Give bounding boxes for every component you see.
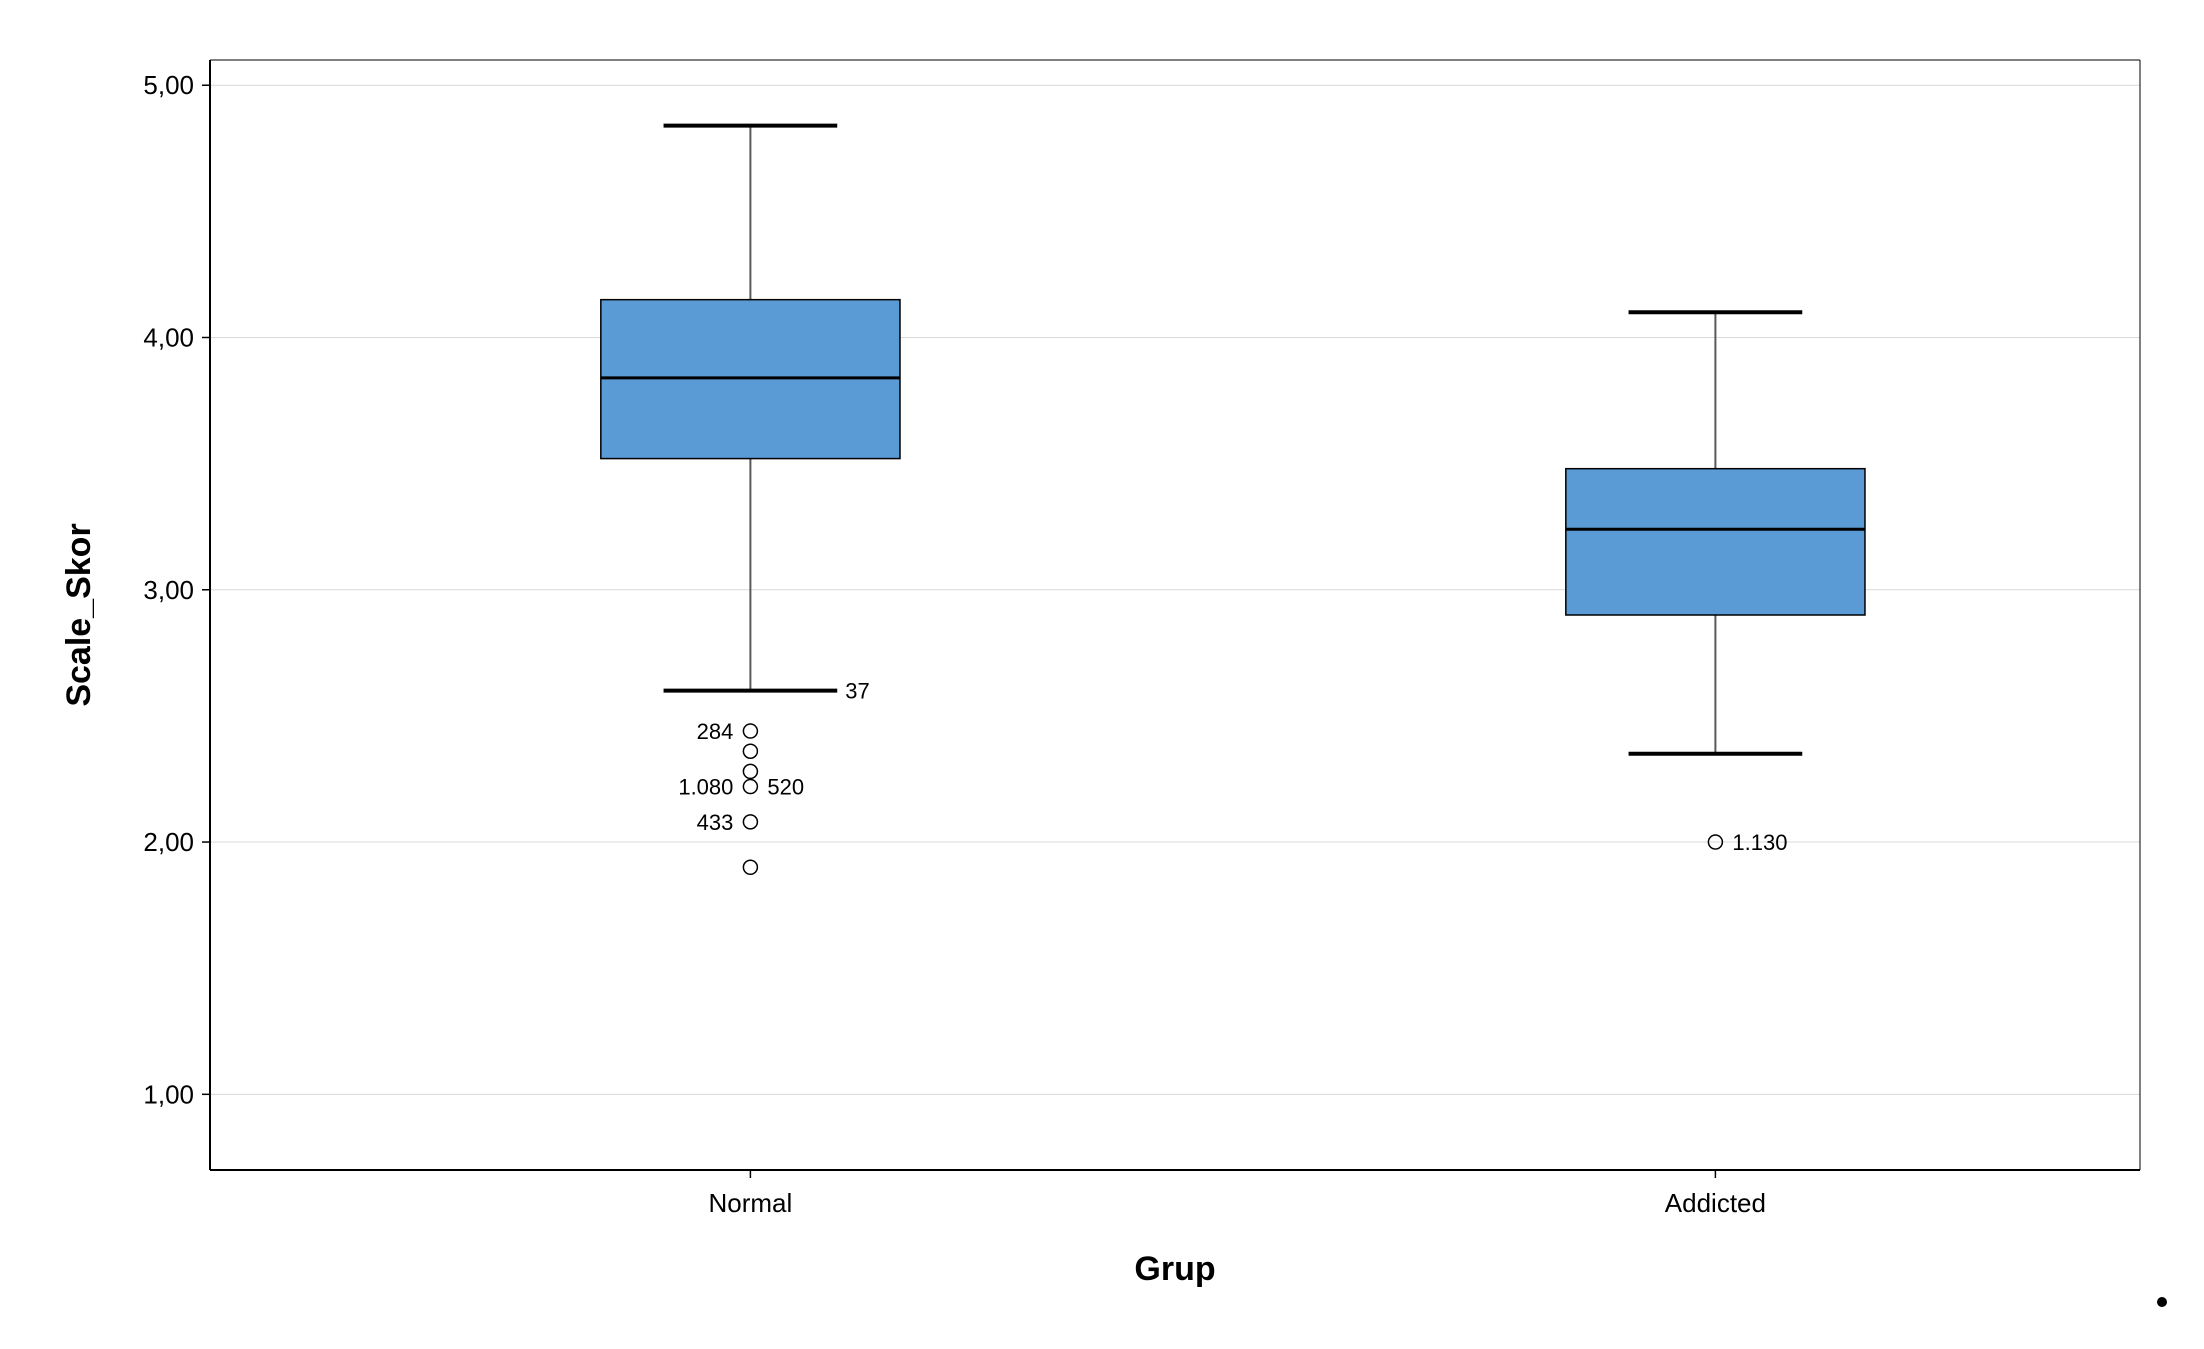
box	[1566, 469, 1865, 615]
outlier-label: 520	[767, 775, 804, 800]
whisker-label: 37	[845, 679, 869, 704]
outlier-label: 1.130	[1732, 830, 1787, 855]
chart-svg: 1,00 2,00 3,00 4,00 5,00 Normal Addicted Scale_…	[20, 20, 2180, 1320]
y-tick-label: 5,00	[143, 70, 194, 100]
y-tick-label: 1,00	[143, 1079, 194, 1109]
outlier-label: 284	[697, 719, 734, 744]
y-axis-title: Scale_Skor	[60, 523, 98, 706]
y-tick-label: 2,00	[143, 827, 194, 857]
outlier-label: 433	[697, 810, 734, 835]
x-category-label: Normal	[709, 1188, 793, 1218]
x-axis-title: Grup	[1134, 1250, 1215, 1288]
boxplot-chart: 1,00 2,00 3,00 4,00 5,00 Normal Addicted Scale_…	[20, 20, 2180, 1320]
x-category-label: Addicted	[1665, 1188, 1766, 1218]
y-tick-label: 4,00	[143, 323, 194, 353]
outlier-label: 1.080	[678, 775, 733, 800]
y-tick-label: 3,00	[143, 575, 194, 605]
